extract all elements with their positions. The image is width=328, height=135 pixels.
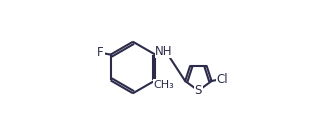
Text: CH₃: CH₃ <box>153 80 174 90</box>
Text: NH: NH <box>155 45 173 58</box>
Text: F: F <box>97 46 104 59</box>
Text: S: S <box>195 84 202 97</box>
Text: Cl: Cl <box>216 72 228 86</box>
